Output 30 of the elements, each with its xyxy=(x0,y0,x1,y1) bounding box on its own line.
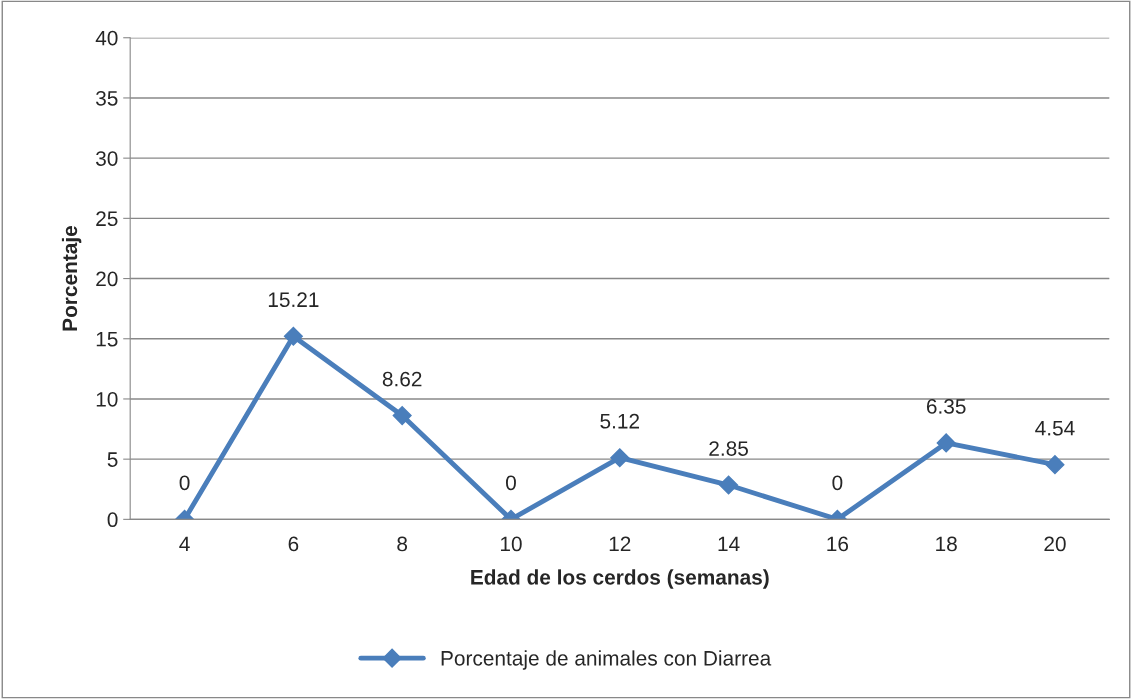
x-tick-label: 16 xyxy=(827,536,849,552)
x-tick-label: 20 xyxy=(1044,536,1066,552)
x-tick-label: 8 xyxy=(397,536,408,552)
y-axis-title: Porcentaje xyxy=(61,226,82,331)
data-label: 0 xyxy=(179,475,190,491)
data-label: 8.62 xyxy=(382,371,422,387)
data-label: 5.12 xyxy=(600,413,639,429)
data-label: 6.35 xyxy=(926,399,966,414)
y-tick-label: 25 xyxy=(96,211,118,227)
x-tick-label: 14 xyxy=(718,536,740,552)
y-tick-label: 5 xyxy=(107,452,118,467)
data-label: 4.54 xyxy=(1035,421,1075,436)
y-tick-label: 0 xyxy=(107,512,118,528)
y-tick-label: 15 xyxy=(96,331,118,347)
x-tick-label: 6 xyxy=(288,536,299,552)
y-tick-label: 30 xyxy=(96,151,118,166)
data-label: 0 xyxy=(832,475,843,491)
y-tick-label: 20 xyxy=(96,271,118,287)
x-axis-title: Edad de los cerdos (semanas) xyxy=(471,569,769,589)
x-tick-label: 18 xyxy=(936,536,957,552)
data-label: 15.21 xyxy=(268,292,319,308)
y-tick-label: 40 xyxy=(95,30,118,46)
y-tick-label: 35 xyxy=(96,90,118,106)
x-tick-label: 12 xyxy=(609,536,631,552)
x-tick-label: 4 xyxy=(179,536,190,552)
y-tick-label: 10 xyxy=(96,391,118,407)
data-label: 2.85 xyxy=(709,441,748,456)
x-tick-label: 10 xyxy=(500,536,522,552)
legend-label: Porcentaje de animales con Diarrea xyxy=(441,650,772,670)
data-label: 0 xyxy=(505,475,516,491)
